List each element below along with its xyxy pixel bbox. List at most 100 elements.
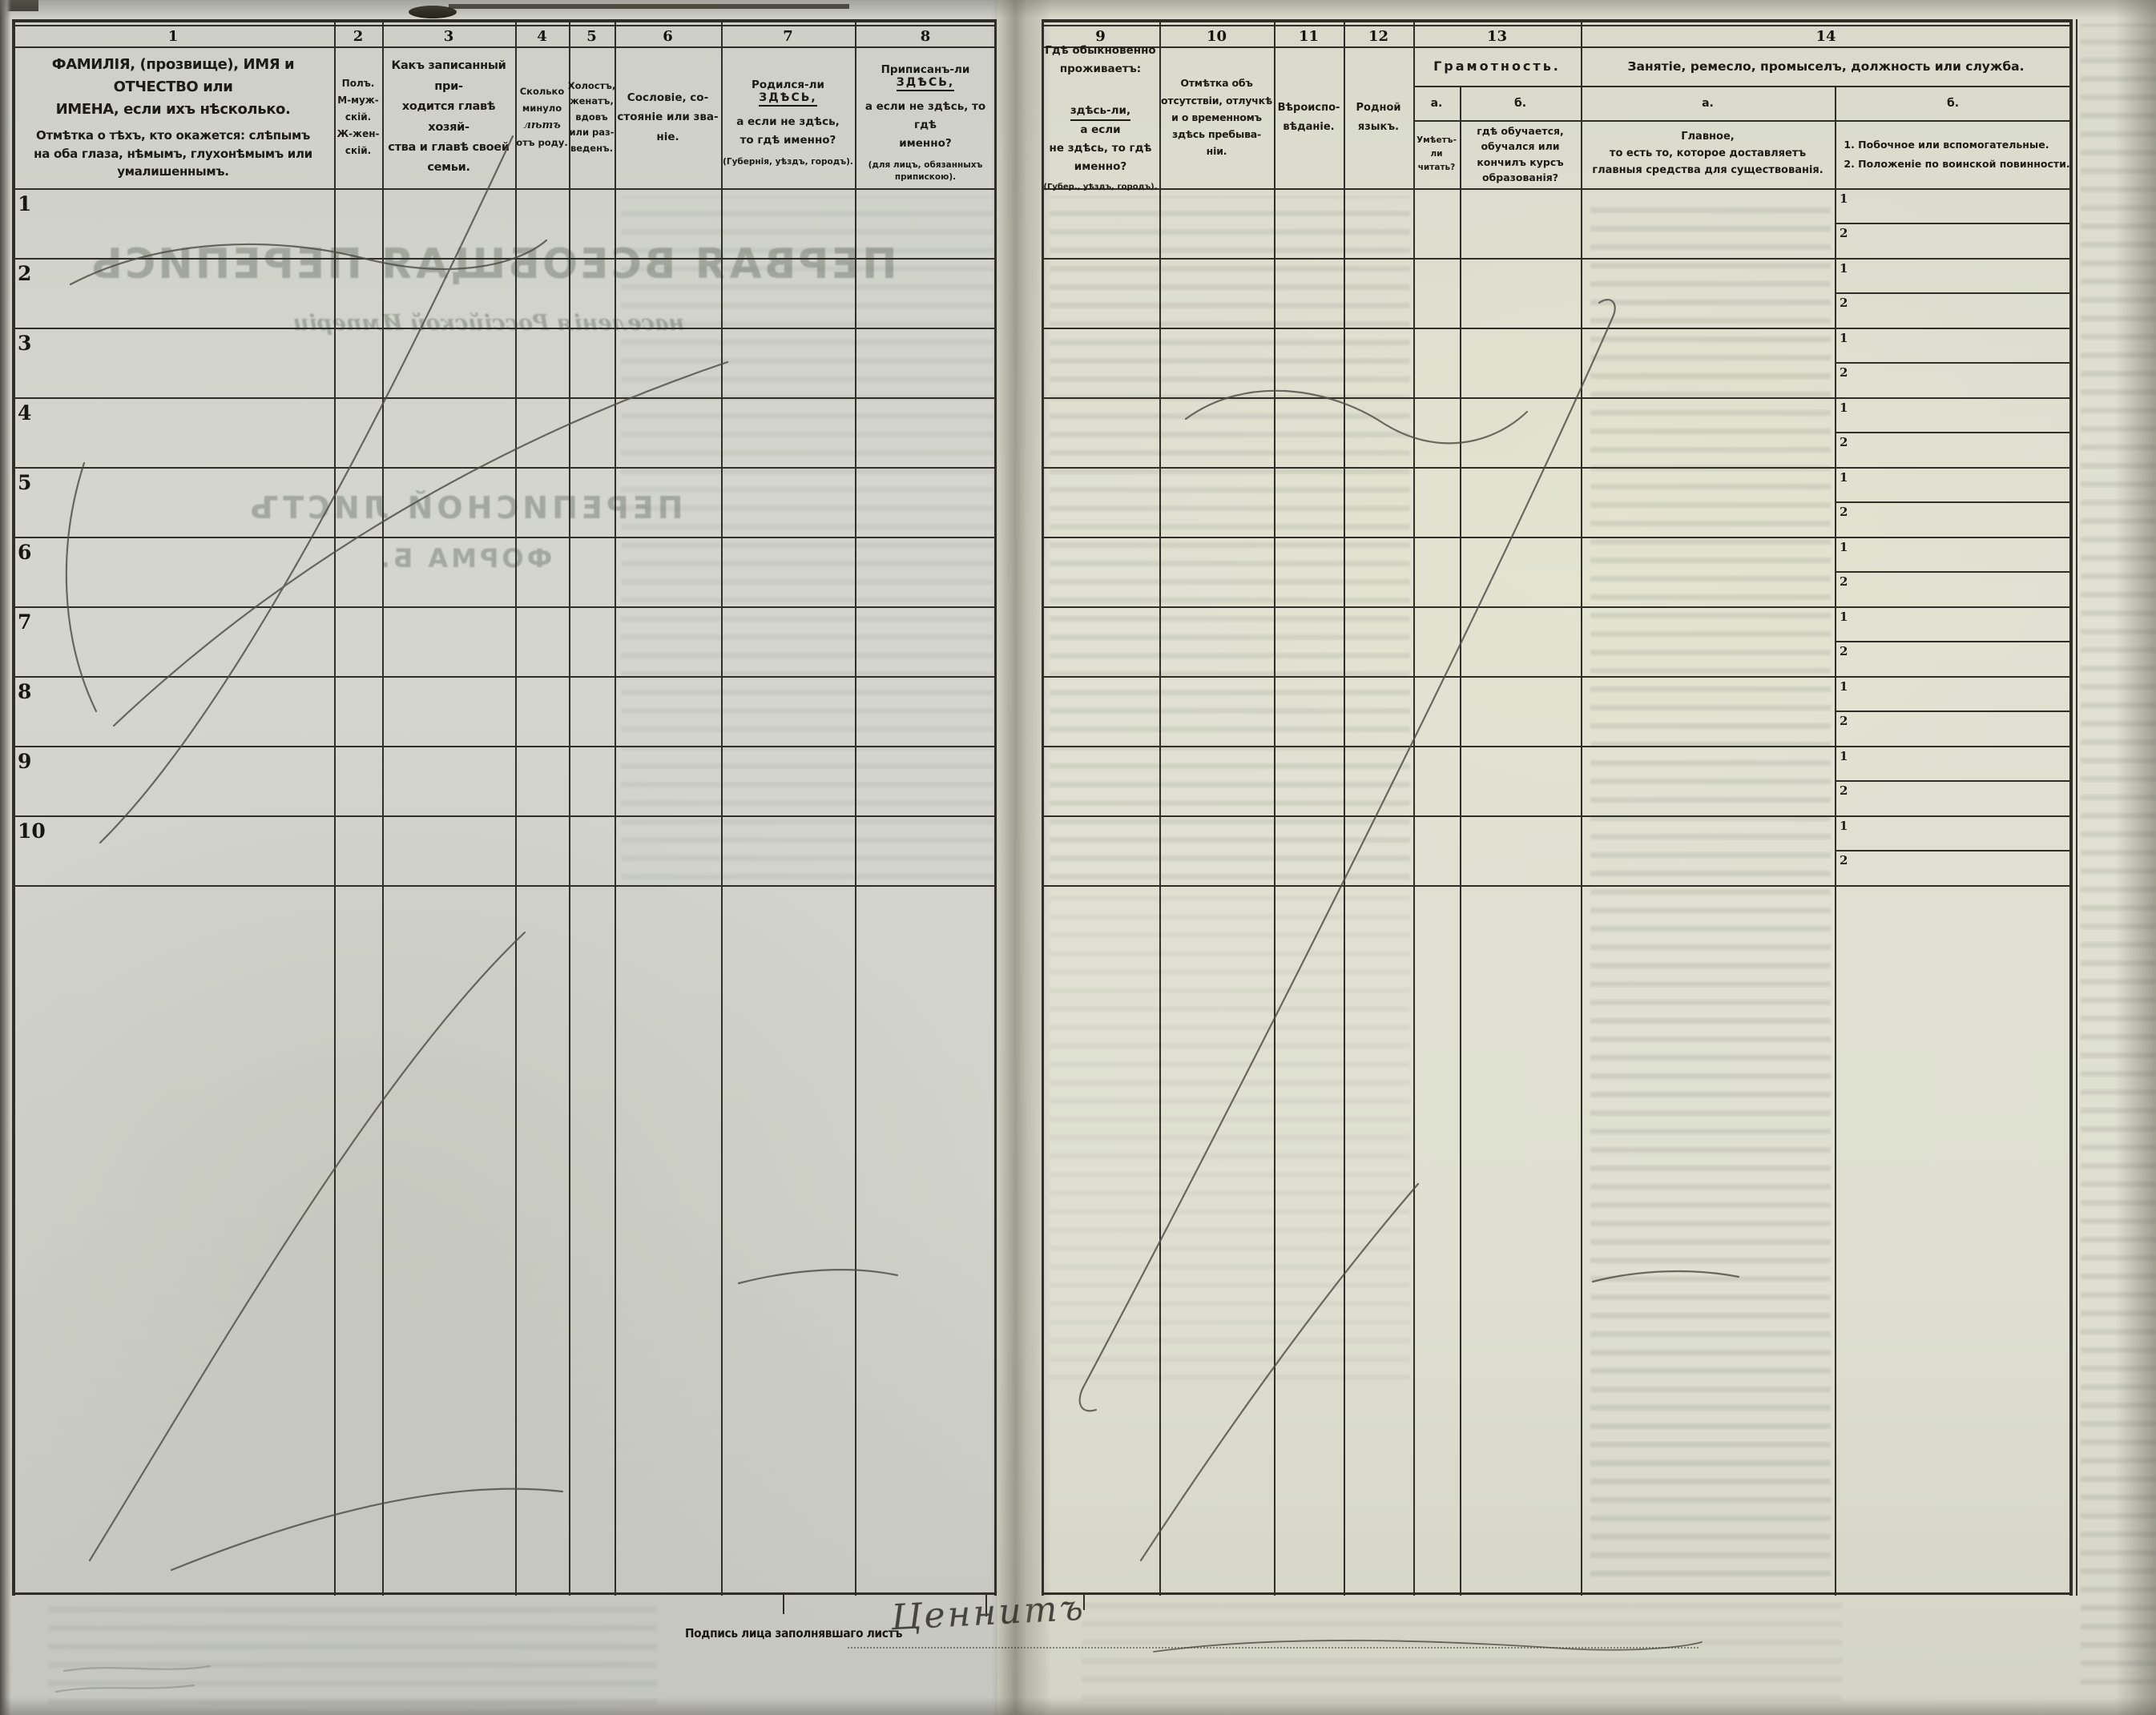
col14-sub-b-label: б. bbox=[1946, 96, 1960, 110]
grid-line bbox=[12, 397, 996, 399]
col-number-4: 4 bbox=[537, 27, 547, 45]
row-number: 2 bbox=[18, 262, 32, 285]
col-header-4: Сколько минуло лѣтъ отъ роду. bbox=[515, 46, 569, 188]
grid-line bbox=[1413, 19, 1415, 1596]
col5-title: Холостъ, женатъ, вдовъ или раз- веденъ. bbox=[567, 79, 616, 154]
row-number: 5 bbox=[18, 471, 32, 494]
col-number-6: 6 bbox=[663, 27, 673, 45]
grid-line bbox=[1835, 780, 2071, 782]
col-number-14: 14 bbox=[1815, 27, 1836, 45]
row-number: 4 bbox=[18, 401, 32, 425]
col14-sub-a-label: а. bbox=[1702, 96, 1714, 110]
col-number-11: 11 bbox=[1298, 27, 1320, 45]
grid-line bbox=[985, 1594, 987, 1616]
col7-underlined: ЗДѢСЬ, bbox=[759, 91, 817, 107]
grid-line bbox=[783, 1594, 784, 1614]
col-header-3: Какъ записанный при- ходится главѣ хозяй… bbox=[382, 46, 515, 188]
col14-sub-b-text: 1. Побочное или вспомогательные. 2. Поло… bbox=[1844, 138, 2070, 170]
subrow-label: 1 bbox=[1840, 261, 1848, 276]
grid-line bbox=[1460, 86, 1461, 1596]
subrow-label: 1 bbox=[1840, 470, 1848, 485]
grid-line bbox=[994, 19, 997, 1596]
col9-post: а если не здѣсь, то гдѣ именно? bbox=[1049, 123, 1152, 174]
grid-line bbox=[2069, 19, 2073, 1596]
grid-line bbox=[1835, 711, 2071, 712]
col4-text-italic: лѣтъ bbox=[523, 119, 561, 132]
subrow-label: 2 bbox=[1840, 505, 1848, 519]
col13-sub-b-text: гдѣ обучается, обучался или кончилъ курс… bbox=[1477, 124, 1564, 183]
col-number-9: 9 bbox=[1095, 27, 1106, 45]
col8-post: а если не здѣсь, то гдѣ именно? bbox=[864, 99, 986, 150]
grid-line bbox=[569, 19, 570, 1596]
grid-line bbox=[1042, 397, 2071, 399]
subrow-label: 2 bbox=[1840, 783, 1848, 798]
grid-line bbox=[1042, 25, 2071, 26]
col3-title: Какъ записанный при- ходится главѣ хозяй… bbox=[388, 59, 510, 175]
col-number-8: 8 bbox=[920, 27, 931, 45]
col-header-9: Гдѣ обыкновенно проживаетъ: здѣсь-ли, а … bbox=[1042, 44, 1159, 192]
grid-line bbox=[382, 19, 384, 1596]
row-number: 8 bbox=[18, 680, 32, 703]
grid-line bbox=[12, 46, 996, 48]
col-number-13: 13 bbox=[1486, 27, 1508, 45]
col13-sub-a-label: а. bbox=[1430, 96, 1443, 110]
grid-line bbox=[12, 328, 996, 329]
col13-sub-a-text: Умѣетъ- ли читать? bbox=[1417, 135, 1457, 172]
col-number-5: 5 bbox=[586, 27, 597, 45]
grid-line bbox=[1042, 746, 2071, 747]
grid-line bbox=[1835, 223, 2071, 224]
grid-line bbox=[721, 19, 723, 1596]
grid-line bbox=[12, 537, 996, 538]
col-number-3: 3 bbox=[443, 27, 454, 45]
row-number: 6 bbox=[18, 541, 32, 564]
col-number-2: 2 bbox=[353, 27, 364, 45]
grid-line bbox=[12, 25, 996, 26]
grid-line bbox=[515, 19, 517, 1596]
bleedthrough-subtitle: населенія Россійской Имперіи bbox=[292, 311, 685, 336]
row-number: 7 bbox=[18, 610, 32, 634]
grid-line bbox=[1835, 432, 2071, 433]
grid-line bbox=[1413, 120, 2071, 122]
row-number: 3 bbox=[18, 332, 32, 355]
subrow-label: 2 bbox=[1840, 644, 1848, 658]
col13-sub-b-label: б. bbox=[1513, 96, 1527, 110]
grid-line bbox=[1042, 46, 2071, 48]
grid-line bbox=[1835, 501, 2071, 503]
subrow-label: 2 bbox=[1840, 435, 1848, 449]
subrow-label: 2 bbox=[1840, 714, 1848, 728]
grid-line bbox=[12, 467, 996, 469]
col-header-12: Родной языкъ. bbox=[1344, 46, 1413, 188]
grid-line bbox=[1835, 362, 2071, 364]
grid-line bbox=[1344, 19, 1345, 1596]
col8-pre: Приписанъ-ли bbox=[881, 62, 970, 76]
row-number: 1 bbox=[18, 192, 32, 215]
grid-line bbox=[12, 815, 996, 817]
col-header-11: Вѣроиспо- вѣданіе. bbox=[1274, 46, 1344, 188]
col-header-7: Родился-ли ЗДѢСЬ, а если не здѣсь, то гд… bbox=[721, 46, 855, 188]
signature-leader-line bbox=[848, 1647, 1699, 1649]
grid-line bbox=[334, 19, 336, 1596]
grid-line bbox=[1835, 850, 2071, 851]
col9-underlined: здѣсь-ли, bbox=[1070, 102, 1131, 122]
subrow-label: 1 bbox=[1840, 401, 1848, 415]
col1-note: Отмѣтка о тѣхъ, кто окажется: слѣпымъ на… bbox=[34, 128, 312, 179]
grid-line bbox=[2076, 19, 2077, 1596]
subrow-label: 1 bbox=[1840, 331, 1848, 345]
grid-line bbox=[1835, 641, 2071, 642]
col12-title: Родной языкъ. bbox=[1356, 102, 1401, 133]
row-number: 10 bbox=[18, 819, 46, 843]
col6-title: Сословіе, со- стояніе или зва- ніе. bbox=[617, 91, 719, 143]
col-number-12: 12 bbox=[1368, 27, 1389, 45]
row-number: 9 bbox=[18, 750, 32, 773]
subrow-label: 1 bbox=[1840, 540, 1848, 554]
col1-title: ФАМИЛІЯ, (прозвище), ИМЯ и ОТЧЕСТВО или … bbox=[51, 56, 295, 119]
col2-title: Полъ. М-муж- скій. Ж-жен- скій. bbox=[336, 78, 380, 156]
subrow-label: 1 bbox=[1840, 819, 1848, 833]
col14-sub-a-text: Главное, то есть то, которое доставляетъ… bbox=[1592, 131, 1824, 176]
subrow-label: 2 bbox=[1840, 365, 1848, 380]
grid-line bbox=[12, 188, 996, 190]
grid-line bbox=[1042, 258, 2071, 260]
grid-line bbox=[1042, 676, 2071, 678]
grid-line bbox=[1159, 19, 1161, 1596]
col-number-1: 1 bbox=[167, 27, 179, 45]
